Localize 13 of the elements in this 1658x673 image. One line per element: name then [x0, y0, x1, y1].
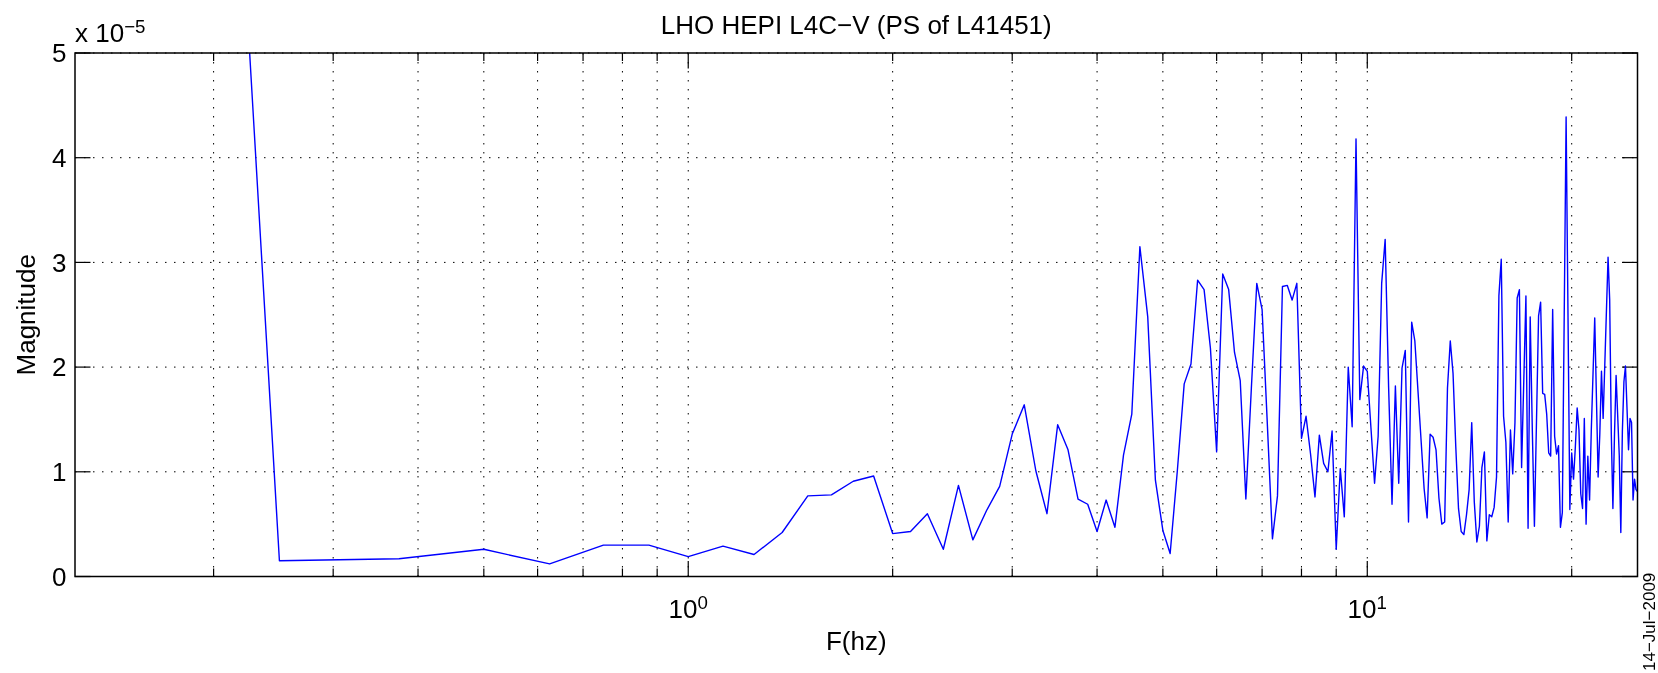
- y-tick-label: 5: [52, 38, 67, 69]
- y-tick-label: 2: [52, 352, 67, 383]
- text: 14−Jul−2009: [1640, 572, 1658, 671]
- y-tick-label: 1: [52, 457, 67, 488]
- y-tick-label: 0: [52, 561, 67, 592]
- x-axis-title: F(hz): [825, 626, 887, 656]
- text: x 10$^{−5}$: [75, 15, 146, 48]
- chart-title: LHO HEPI L4C−V (PS of L41451): [660, 9, 1052, 40]
- x-tick-label: 10$^{1}$: [1347, 592, 1387, 624]
- y-axis-title: Magnitude: [11, 254, 41, 376]
- y-tick-label: 4: [52, 143, 67, 174]
- y-tick-label: 3: [52, 247, 67, 278]
- x-tick-label: 10$^{0}$: [668, 592, 708, 624]
